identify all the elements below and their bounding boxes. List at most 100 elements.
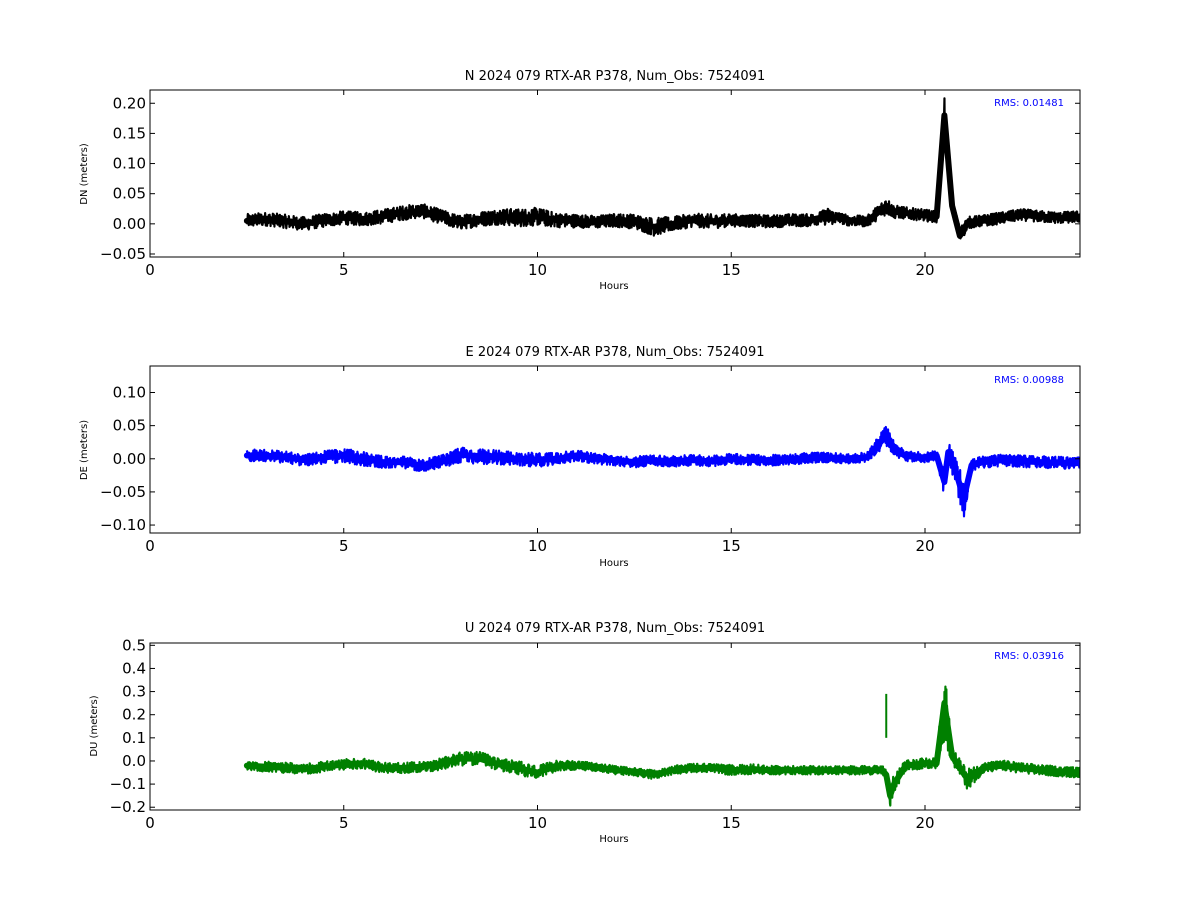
data-point — [767, 218, 773, 225]
x-axis-label: Hours — [599, 281, 628, 292]
data-point — [903, 210, 909, 216]
data-point — [941, 112, 947, 118]
data-point — [418, 764, 424, 770]
data-point — [903, 762, 909, 769]
x-tick-label: 20 — [915, 261, 934, 279]
y-tick-label: 0.00 — [113, 215, 146, 233]
panel-north: N 2024 079 RTX-AR P378, Num_Obs: 7524091… — [79, 69, 1081, 292]
y-tick-label: −0.1 — [110, 775, 146, 793]
data-point — [728, 767, 734, 773]
data-point — [360, 456, 366, 462]
data-point — [748, 218, 754, 224]
data-point — [980, 765, 986, 771]
plot-frame — [149, 365, 1081, 534]
data-point — [883, 772, 889, 778]
panel-title: E 2024 079 RTX-AR P378, Num_Obs: 7524091 — [466, 345, 765, 360]
data-point — [934, 214, 940, 220]
data-point — [573, 452, 579, 459]
y-tick-label: 0.05 — [113, 417, 146, 435]
data-point — [883, 203, 889, 209]
data-point — [1038, 214, 1044, 220]
plot-area: 0 5 10 15 20 −0.05 0.00 0.05 0.10 0.15 0.20 — [100, 89, 1081, 279]
data-point — [945, 449, 951, 455]
x-tick-label: 5 — [339, 814, 349, 832]
y-tick-label: 0.10 — [113, 155, 146, 173]
data-point — [438, 459, 444, 465]
y-tick-label: −0.05 — [100, 483, 146, 501]
panel-title: U 2024 079 RTX-AR P378, Num_Obs: 7524091 — [465, 621, 765, 636]
data-point — [360, 760, 366, 766]
data-point — [476, 216, 482, 222]
data-point — [999, 457, 1006, 463]
y-tick-label: −0.2 — [110, 798, 146, 816]
data-point — [496, 454, 502, 461]
y-tick-label: −0.10 — [100, 516, 146, 534]
data-point — [573, 762, 579, 769]
data-point — [360, 216, 366, 222]
data-point — [767, 457, 773, 463]
x-axis-label: Hours — [599, 558, 628, 569]
data-point — [891, 446, 897, 452]
data-point — [806, 217, 812, 223]
x-tick-label: 5 — [339, 537, 349, 555]
data-point — [844, 217, 851, 223]
data-point — [825, 214, 831, 220]
data-point — [244, 218, 250, 224]
y-axis-label: DN (meters) — [79, 143, 90, 205]
data-point — [689, 457, 696, 463]
data-point — [891, 781, 897, 787]
data-point — [806, 767, 812, 773]
data-point — [379, 459, 386, 465]
data-point — [263, 216, 269, 222]
data-point — [709, 458, 715, 465]
data-point — [864, 218, 870, 225]
data-point — [965, 776, 971, 783]
data-point — [631, 218, 637, 225]
y-tick-label: 0.3 — [122, 683, 146, 701]
data-point — [968, 462, 975, 469]
data-point — [573, 218, 579, 224]
data-point — [1077, 769, 1080, 776]
x-tick-label: 20 — [915, 814, 934, 832]
y-tick-label: 0.15 — [113, 124, 146, 142]
data-point — [554, 217, 560, 223]
data-point — [263, 452, 269, 459]
data-point — [438, 761, 444, 768]
data-point — [806, 454, 812, 461]
data-point — [817, 215, 823, 221]
data-point — [767, 767, 773, 773]
data-point — [941, 479, 947, 485]
data-point — [934, 452, 940, 459]
data-point — [399, 210, 405, 216]
data-point — [457, 452, 463, 458]
series-centerline — [243, 112, 1080, 239]
data-point — [957, 765, 963, 771]
data-point — [949, 203, 955, 209]
data-point — [302, 221, 308, 227]
rms-label: RMS: 0.03916 — [994, 651, 1064, 662]
data-point — [379, 214, 386, 220]
data-point — [786, 767, 792, 773]
data-point — [891, 209, 897, 215]
data-point — [283, 218, 289, 225]
data-point — [748, 457, 754, 463]
series-group — [243, 425, 1080, 518]
data-point — [593, 764, 599, 770]
x-tick-label: 10 — [528, 261, 547, 279]
data-point — [1077, 460, 1080, 466]
data-point — [670, 458, 676, 465]
data-point — [515, 215, 521, 221]
data-point — [476, 756, 482, 762]
data-point — [1058, 460, 1064, 466]
x-tick-label: 15 — [722, 537, 741, 555]
data-point — [728, 217, 734, 223]
data-point — [999, 215, 1006, 221]
data-point — [438, 214, 444, 220]
data-point — [949, 753, 955, 759]
data-point — [1038, 767, 1044, 773]
y-tick-label: 0.5 — [122, 636, 146, 654]
data-point — [476, 453, 482, 459]
data-point — [922, 454, 928, 461]
data-point — [534, 214, 541, 220]
